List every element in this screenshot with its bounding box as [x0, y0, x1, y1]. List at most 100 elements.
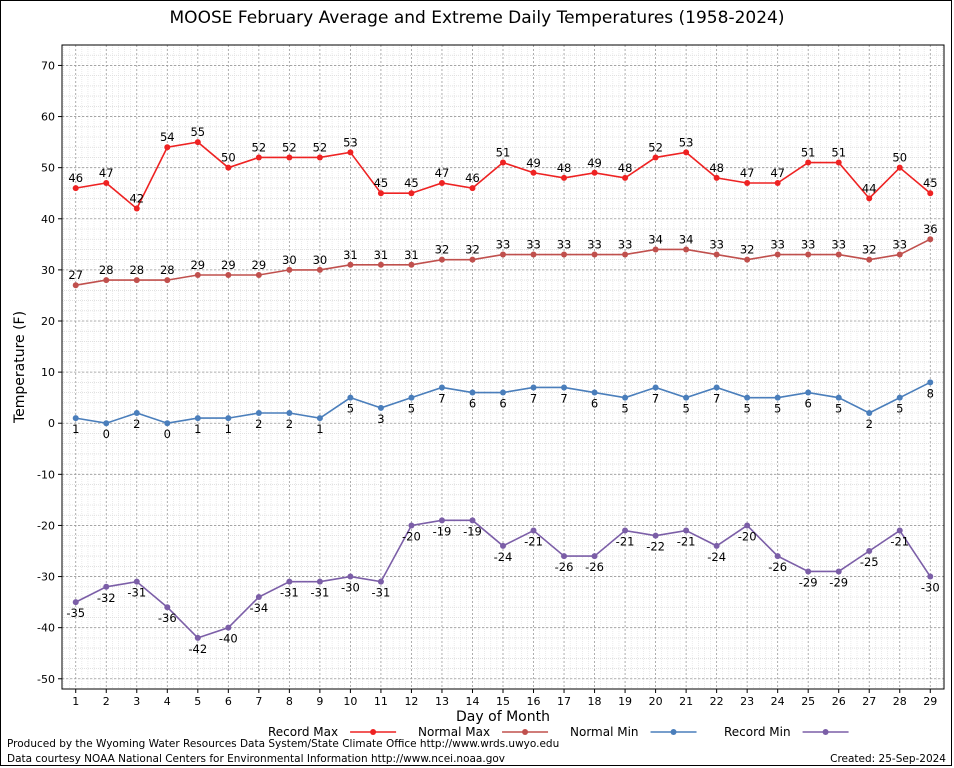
data-point [866, 548, 873, 554]
data-label: 52 [648, 140, 663, 154]
data-label: 33 [709, 238, 724, 252]
data-point [713, 174, 720, 181]
x-tick-label: 7 [255, 695, 262, 708]
data-label: 5 [408, 402, 415, 416]
data-label: 51 [801, 146, 816, 160]
x-tick-label: 12 [404, 695, 418, 708]
x-tick-label: 27 [862, 695, 876, 708]
legend-marker [670, 729, 677, 735]
data-label: 44 [862, 181, 877, 195]
data-label: 33 [526, 238, 541, 252]
data-label: 29 [252, 258, 267, 272]
data-point [591, 553, 598, 560]
data-point [255, 594, 262, 600]
x-tick-label: 25 [801, 695, 815, 708]
data-label: 6 [805, 397, 812, 411]
legend-label: Normal Min [570, 725, 639, 739]
data-label: 27 [68, 268, 83, 282]
data-point [744, 180, 751, 186]
data-point [530, 251, 537, 258]
x-tick-label: 13 [435, 695, 449, 708]
data-point [225, 164, 232, 171]
grid-lines [62, 44, 944, 690]
x-tick-label: 1 [72, 695, 79, 708]
data-point [500, 389, 506, 396]
data-label: 49 [587, 156, 602, 170]
data-label: 6 [499, 397, 506, 411]
data-label: 47 [770, 166, 785, 180]
data-point [835, 394, 842, 401]
data-point [286, 266, 293, 273]
data-point [347, 149, 354, 156]
data-point [927, 379, 934, 386]
legend-marker [522, 729, 529, 735]
data-point [164, 277, 171, 284]
data-point [103, 420, 110, 427]
y-tick-label: -30 [37, 571, 55, 584]
data-label: 50 [221, 151, 236, 165]
data-label: -34 [249, 601, 268, 615]
data-label: 48 [618, 161, 633, 175]
data-label: 6 [469, 397, 476, 411]
data-point [683, 246, 690, 253]
data-point [438, 180, 445, 186]
data-point [347, 394, 354, 401]
data-label: -30 [921, 581, 940, 595]
data-label: 52 [313, 140, 328, 154]
legend-marker [822, 729, 829, 735]
data-point [225, 624, 232, 631]
data-label: 53 [343, 135, 358, 149]
data-point [103, 180, 110, 186]
data-label: 7 [713, 391, 720, 405]
data-point [194, 139, 201, 146]
chart-title: MOOSE February Average and Extreme Daily… [169, 8, 785, 28]
data-label: 54 [160, 130, 175, 144]
data-point [500, 251, 506, 258]
data-point [133, 205, 140, 212]
data-label: -31 [280, 586, 299, 600]
data-label: 5 [896, 402, 903, 416]
series-normal-max: 27 28 28 28 29 29 29 30 30 31 31 31 32 32 33 33 33 33 33 34… [68, 222, 938, 289]
data-point [744, 522, 751, 529]
data-point [530, 169, 537, 176]
data-label: 33 [496, 238, 511, 252]
data-point [652, 154, 659, 161]
data-point [316, 415, 323, 422]
legend: Record Max Normal Max Normal Min Record Min [268, 725, 849, 739]
data-point [438, 384, 445, 391]
data-label: 51 [496, 146, 511, 160]
credit-line-1: Produced by the Wyoming Water Resources … [7, 738, 560, 750]
data-point [561, 251, 568, 258]
data-label: -42 [188, 642, 207, 656]
data-label: 33 [587, 238, 602, 252]
data-label: 52 [252, 140, 267, 154]
data-point [469, 256, 476, 263]
data-point [133, 410, 140, 416]
data-label: -21 [524, 535, 543, 549]
data-label: 1 [194, 422, 201, 436]
x-tick-label: 21 [679, 695, 693, 708]
data-point [469, 389, 476, 396]
y-tick-label: 40 [41, 213, 55, 226]
data-label: -32 [97, 591, 116, 605]
data-point [408, 261, 415, 268]
data-label: 7 [530, 391, 537, 405]
y-tick-label: -10 [37, 468, 55, 481]
data-point [103, 583, 110, 590]
credit-line-2: Data courtesy NOAA National Centers for … [7, 753, 506, 765]
data-label: 7 [438, 391, 445, 405]
data-label: 32 [740, 243, 755, 257]
data-point [683, 394, 690, 401]
data-label: -26 [585, 560, 604, 574]
data-label: -21 [677, 535, 696, 549]
x-tick-label: 11 [374, 695, 388, 708]
data-label: 53 [679, 135, 694, 149]
data-point [866, 256, 873, 263]
y-tick-label: 70 [41, 59, 55, 72]
data-label: -20 [402, 529, 421, 543]
data-point [530, 527, 537, 534]
data-label: 31 [404, 248, 419, 262]
data-point [408, 394, 415, 401]
data-label: -30 [341, 581, 360, 595]
